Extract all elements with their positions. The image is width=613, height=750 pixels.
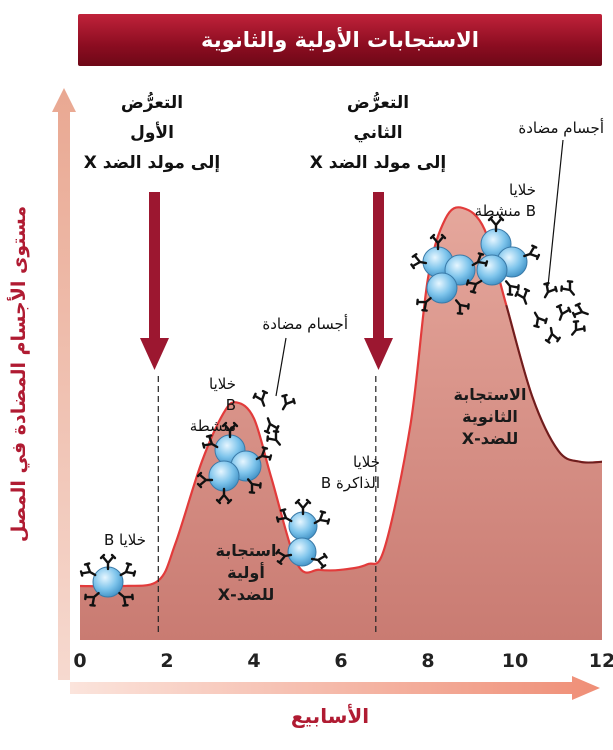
activated-b-label-1: خلايا B منشطة [156,374,236,437]
secondary-response-line-3: للضد-X [461,429,519,448]
second-exposure-arrow [364,192,393,370]
x-axis-label: الأسابيع [290,704,370,728]
antibodies-leader-2 [547,139,564,287]
secondary-response-line-2: الثانوية [462,407,518,426]
x-tick-label-12: 12 [588,650,613,672]
first-exposure-line-1: التعرُّض [120,93,184,113]
primary-response-line-3: للضد-X [217,585,275,604]
x-tick-label-2: 2 [160,650,174,672]
x-tick-label-8: 8 [421,650,435,672]
first-exposure-arrow [140,192,169,370]
antibodies-cluster-2 [513,278,592,345]
antibodies-label-2: أجسام مضادة [518,119,604,137]
antibody-level-area [80,207,602,641]
y-axis-arrow [52,88,76,680]
antibodies-label-1: أجسام مضادة [262,315,348,333]
title-banner [78,14,602,66]
activated-b-2-line-2: B منشطة [474,202,536,220]
memory-b-label: خلايا الذاكرة B [300,452,380,494]
primary-response-label: استجابة أولية للضد-X [196,540,296,606]
activated-b-1-line-3: منشطة [189,417,236,435]
b-cell-cluster-activated-2 [409,215,542,317]
second-exposure-label: التعرُّض الثاني إلى مولد الضد X [298,88,458,178]
second-exposure-line-1: التعرُّض [346,93,410,113]
x-tick-label-4: 4 [247,650,261,672]
primary-response-line-1: استجابة [215,541,277,560]
primary-response-line-2: أولية [227,563,265,582]
antibody-level-tail-line [505,304,603,464]
x-tick-label-6: 6 [334,650,348,672]
secondary-response-line-1: الاستجابة [453,385,527,404]
memory-b-line-2: الذاكرة B [320,474,380,492]
second-exposure-line-3: إلى مولد الضد X [309,153,447,173]
memory-b-line-1: خلايا [353,453,380,471]
b-cells-label: خلايا B [103,531,146,549]
b-cell-cluster-memory [274,498,332,570]
first-exposure-line-3: إلى مولد الضد X [83,153,221,173]
page-title: الاستجابات الأولية والثانوية [201,28,479,52]
x-tick-label-0: 0 [73,650,87,672]
secondary-response-label: الاستجابة الثانوية للضد-X [420,384,560,450]
activated-b-label-2: خلايا B منشطة [436,180,536,222]
antibodies-leader-1 [275,337,287,397]
x-axis-arrow [70,676,600,700]
b-cell-cluster-activated-1 [196,421,274,505]
x-tick-label-10: 10 [501,650,529,672]
activated-b-2-line-1: خلايا [509,181,536,199]
first-exposure-label: التعرُّض الأول إلى مولد الضد X [72,88,232,178]
second-exposure-line-2: الثاني [353,123,403,143]
b-cell-cluster-initial [78,553,138,609]
first-exposure-line-2: الأول [130,123,174,143]
y-axis-label: مستوى الأجسام المضادة في المصل [8,205,30,543]
activated-b-1-line-2: B [225,396,236,414]
activated-b-1-line-1: خلايا [209,375,236,393]
